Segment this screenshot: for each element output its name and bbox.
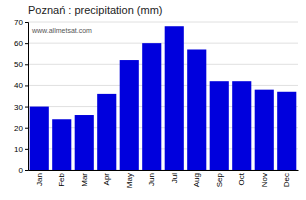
y-tick-label: 70 (14, 18, 23, 27)
x-tick: May (125, 170, 134, 188)
x-tick-label: Mar (80, 173, 89, 187)
chart: 0 10 20 30 40 50 60 70 Jan Feb Mar Apr May Jun Jul Aug S… (0, 0, 306, 200)
y-tick-mark (25, 170, 28, 171)
x-tick: Oct (237, 170, 246, 185)
bar (210, 81, 229, 170)
bar (52, 119, 71, 170)
x-tick: Nov (260, 170, 269, 187)
title: Poznań : precipitation (mm) (28, 4, 163, 16)
y-tick: 50 (14, 60, 28, 69)
y-tick-mark (25, 149, 28, 150)
y-tick-mark (25, 85, 28, 86)
bar (30, 107, 49, 170)
bar (187, 49, 206, 170)
x-tick-label: Aug (192, 173, 201, 187)
grid-line (28, 85, 298, 86)
x-tick: Mar (80, 170, 89, 187)
x-tick-label: Dec (282, 173, 291, 187)
y-tick-mark (25, 64, 28, 65)
y-tick-label: 40 (14, 81, 23, 90)
bar (232, 81, 251, 170)
y-tick-mark (25, 43, 28, 44)
y-tick: 0 (19, 166, 28, 175)
y-tick: 30 (14, 103, 28, 112)
x-tick: Jan (35, 170, 44, 186)
y-axis-line (25, 23, 29, 171)
bar (120, 60, 139, 170)
y-tick-mark (25, 128, 28, 129)
x-tick: Jun (147, 170, 156, 186)
x-tick-label: Jul (170, 173, 179, 183)
bar (255, 90, 274, 170)
plot: 0 10 20 30 40 50 60 70 Jan Feb Mar Apr May Jun Jul Aug S… (14, 18, 298, 188)
x-tick-label: Nov (260, 173, 269, 187)
y-tick: 40 (14, 81, 28, 90)
y-tick-label: 10 (14, 145, 23, 154)
bars (30, 26, 297, 170)
grid-line (28, 43, 298, 44)
x-tick-label: Feb (57, 172, 66, 186)
x-tick-label: Oct (237, 172, 246, 185)
x-tick-label: Jun (147, 173, 156, 186)
x-tick: Feb (57, 170, 66, 187)
annotation: www.allmetsat.com (31, 27, 92, 34)
grid (28, 22, 298, 170)
y-tick: 70 (14, 18, 28, 27)
y-tick: 10 (14, 145, 28, 154)
x-tick: Apr (102, 170, 111, 185)
y-tick: 20 (14, 124, 28, 133)
bar (142, 43, 161, 170)
x-axis: Jan Feb Mar Apr May Jun Jul Aug Sep Oct Nov Dec (29, 170, 299, 188)
x-tick: Aug (192, 170, 201, 187)
x-tick: Dec (282, 170, 291, 187)
y-tick-mark (25, 22, 28, 23)
y-tick-label: 50 (14, 60, 23, 69)
y-tick-label: 20 (14, 124, 23, 133)
x-tick: Jul (170, 170, 179, 183)
x-tick-label: Jan (35, 173, 44, 186)
x-tick: Sep (215, 170, 224, 187)
bar (165, 26, 184, 170)
y-tick-mark (25, 107, 28, 108)
bar (277, 92, 296, 170)
y-tick-label: 0 (19, 166, 24, 175)
y-axis: 0 10 20 30 40 50 60 70 (14, 18, 28, 175)
x-axis-line (29, 170, 299, 171)
bar (75, 115, 94, 170)
x-tick-label: May (125, 173, 134, 188)
x-tick-label: Sep (215, 172, 224, 187)
y-tick-label: 30 (14, 103, 23, 112)
y-tick: 60 (14, 39, 28, 48)
y-tick-label: 60 (14, 39, 23, 48)
bar (97, 94, 116, 170)
x-tick-label: Apr (102, 173, 111, 186)
grid-line (28, 64, 298, 65)
grid-line (28, 22, 298, 23)
